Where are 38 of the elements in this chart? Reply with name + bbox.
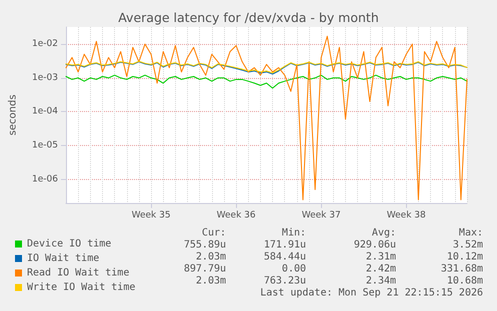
- legend-label: IO Wait time: [27, 253, 100, 264]
- line-series: [66, 74, 468, 89]
- text: 2.34m: [366, 276, 396, 286]
- text: 763.23u: [264, 276, 306, 286]
- text: 10.12m: [446, 252, 483, 262]
- legend-label: Read IO Wait time: [27, 268, 130, 278]
- x-tick-label: Week 36: [216, 210, 256, 220]
- text: Cur:: [202, 228, 226, 238]
- x-tick-label: Week 37: [302, 210, 341, 220]
- text: Min:: [282, 228, 306, 238]
- text: 584.44u: [264, 252, 306, 262]
- y-tick-label: 1e-03: [32, 72, 58, 83]
- y-tick-label: 1e-02: [32, 39, 58, 50]
- y-tick-label: 1e-04: [32, 106, 58, 117]
- text: Last update: Mon Sep 21 22:15:15 2026: [260, 288, 484, 298]
- legend-label: Device IO time: [27, 238, 112, 250]
- text: Max:: [458, 228, 484, 238]
- text: 10.68m: [446, 276, 483, 286]
- x-tick-label: Week 38: [386, 210, 426, 220]
- text: 3.52m: [452, 240, 484, 250]
- text: 331.68m: [440, 264, 484, 274]
- x-tick-label: Week 35: [132, 210, 171, 220]
- y-axis-title: seconds: [8, 94, 18, 136]
- y-tick-label: 1e-06: [32, 174, 58, 184]
- text: Avg:: [372, 228, 396, 238]
- text: 929.06u: [354, 240, 396, 250]
- text: 2.31m: [366, 252, 396, 262]
- y-tick-label: 1e-05: [32, 140, 58, 151]
- chart-title: Average latency for /dev/xvda - by month: [118, 10, 379, 25]
- text: 171.91u: [264, 240, 306, 250]
- text: 2.42m: [366, 264, 396, 274]
- text: 897.79u: [184, 264, 226, 274]
- text: 2.03m: [196, 276, 226, 286]
- text: 755.89u: [184, 240, 226, 250]
- text: 2.03m: [196, 252, 226, 262]
- line-series: [66, 36, 468, 200]
- text: 0.00: [282, 264, 306, 274]
- legend-label: Write IO Wait time: [27, 282, 136, 293]
